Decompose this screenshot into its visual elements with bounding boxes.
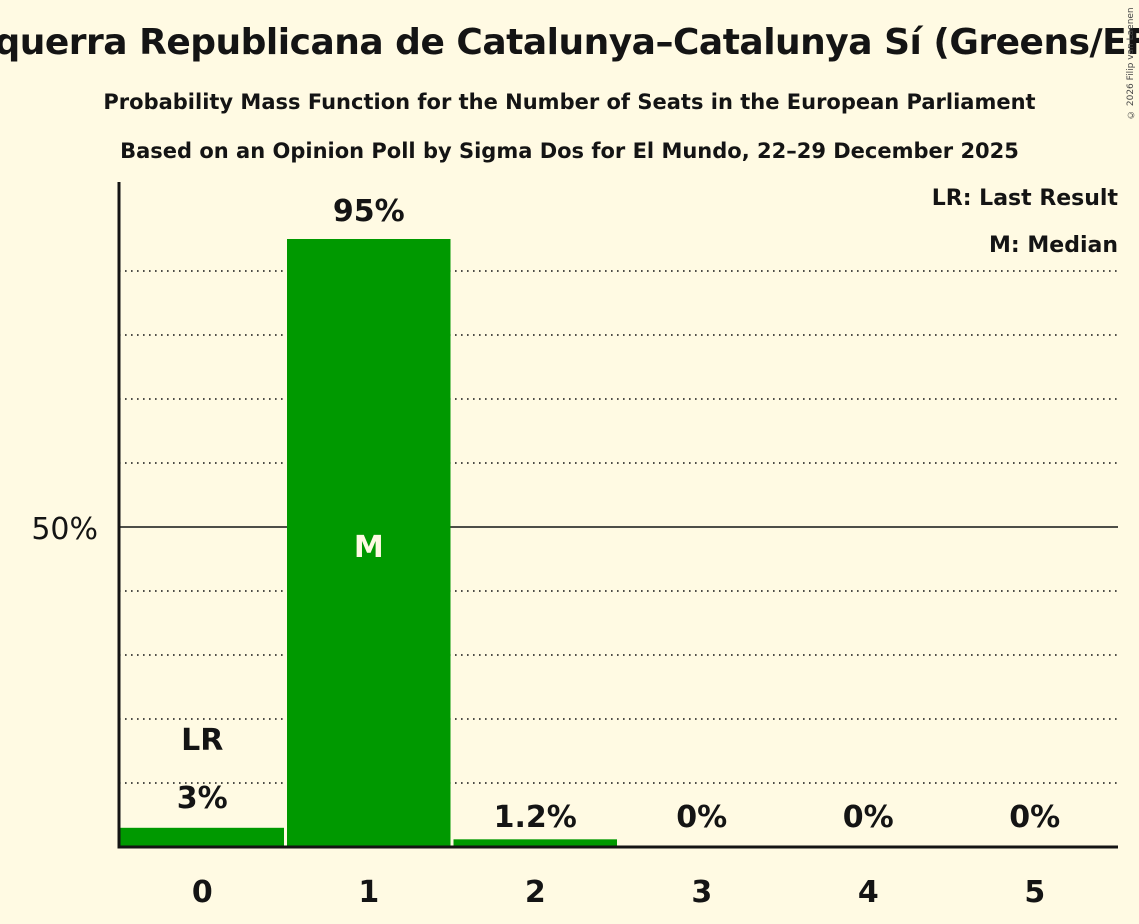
gridlines [119, 270, 1118, 784]
x-tick-label: 5 [1024, 875, 1045, 910]
legend-median: M: Median [989, 233, 1118, 258]
axes: 50% 0 1 2 3 4 5 [31, 182, 1118, 910]
value-label-1: 95% [333, 194, 405, 229]
bar-2 [453, 839, 617, 847]
value-label-3: 0% [676, 800, 727, 835]
value-labels: 3% 95% 1.2% 0% 0% 0% LR M [177, 194, 1060, 835]
chart-subtitle: Probability Mass Function for the Number… [103, 90, 1036, 114]
bar-0 [120, 827, 284, 847]
x-tick-label: 2 [525, 875, 546, 910]
chart-source: Based on an Opinion Poll by Sigma Dos fo… [120, 139, 1019, 163]
value-label-4: 0% [843, 800, 894, 835]
bar-1 [287, 239, 451, 847]
x-tick-label: 1 [358, 875, 379, 910]
value-label-5: 0% [1009, 800, 1060, 835]
x-tick-label: 3 [691, 875, 712, 910]
x-tick-label: 4 [858, 875, 879, 910]
bars [120, 239, 617, 847]
value-label-2: 1.2% [494, 800, 577, 835]
y-tick-label: 50% [31, 512, 98, 547]
x-tick-label: 0 [192, 875, 213, 910]
median-marker: M [354, 530, 384, 565]
last-result-marker: LR [181, 723, 223, 758]
value-label-0: 3% [177, 781, 228, 816]
chart-title: Esquerra Republicana de Catalunya–Catalu… [0, 22, 1139, 63]
legend-last-result: LR: Last Result [931, 186, 1118, 211]
